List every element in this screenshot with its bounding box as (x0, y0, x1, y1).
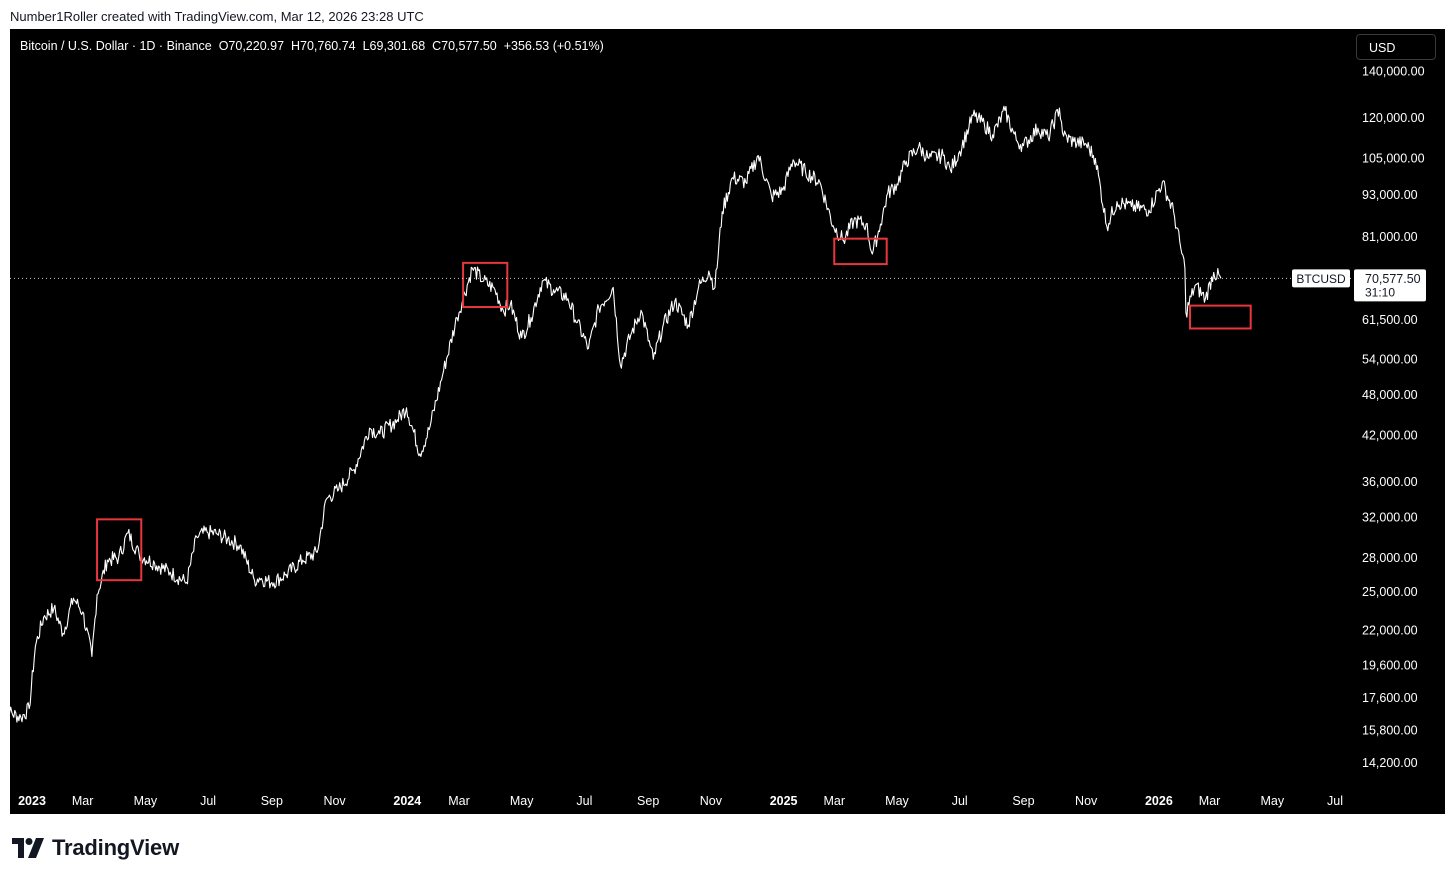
countdown-label: 31:10 (1365, 285, 1395, 299)
y-tick-label: 105,000.00 (1362, 151, 1425, 165)
x-tick-label: May (134, 794, 158, 808)
y-tick-label: 22,000.00 (1362, 624, 1418, 638)
x-tick-label: 2024 (393, 794, 421, 808)
x-tick-label: 2023 (18, 794, 46, 808)
x-tick-label: Nov (323, 794, 346, 808)
tradingview-logo[interactable]: TradingView (12, 833, 179, 863)
last-price-label: 70,577.50 (1365, 272, 1421, 286)
price-line (10, 105, 1222, 723)
x-tick-label: May (1260, 794, 1284, 808)
y-tick-label: 36,000.00 (1362, 475, 1418, 489)
highlight-box-1 (96, 518, 143, 582)
x-tick-label: Mar (824, 794, 846, 808)
x-tick-label: 2025 (770, 794, 798, 808)
y-tick-label: 48,000.00 (1362, 388, 1418, 402)
y-tick-label: 140,000.00 (1362, 64, 1425, 78)
y-tick-label: 93,000.00 (1362, 188, 1418, 202)
y-tick-label: 81,000.00 (1362, 230, 1418, 244)
x-tick-label: May (885, 794, 909, 808)
x-tick-label: Jul (576, 794, 592, 808)
x-tick-label: Sep (261, 794, 283, 808)
highlight-box-3 (833, 237, 888, 266)
currency-selector[interactable]: USD (1356, 34, 1436, 60)
y-tick-label: 14,200.00 (1362, 756, 1418, 770)
x-tick-label: May (510, 794, 534, 808)
y-tick-label: 28,000.00 (1362, 551, 1418, 565)
y-tick-label: 19,600.00 (1362, 659, 1418, 673)
y-tick-label: 17,600.00 (1362, 691, 1418, 705)
ohlc-change: +356.53 (+0.51%) (503, 39, 604, 53)
ohlc-close: C70,577.50 (432, 39, 497, 53)
symbol-title: Bitcoin / U.S. Dollar · 1D · Binance (20, 39, 212, 53)
x-tick-label: Nov (1075, 794, 1098, 808)
x-tick-label: 2026 (1145, 794, 1173, 808)
y-tick-label: 15,800.00 (1362, 724, 1418, 738)
y-tick-label: 32,000.00 (1362, 510, 1418, 524)
ohlc-high: H70,760.74 (291, 39, 356, 53)
x-tick-label: Jul (952, 794, 968, 808)
x-tick-label: Mar (72, 794, 94, 808)
y-tick-label: 42,000.00 (1362, 428, 1418, 442)
chart-attribution: Number1Roller created with TradingView.c… (10, 9, 424, 24)
highlight-box-4 (1189, 304, 1252, 330)
x-tick-label: Jul (200, 794, 216, 808)
x-tick-label: Sep (1012, 794, 1034, 808)
x-tick-label: Sep (637, 794, 659, 808)
last-price-bg (1354, 269, 1426, 302)
ohlc-low: L69,301.68 (362, 39, 426, 53)
x-tick-label: Jul (1327, 794, 1343, 808)
ohlc-open: O70,220.97 (218, 39, 285, 53)
x-tick-label: Mar (448, 794, 470, 808)
symbol-tag: BTCUSD (1296, 272, 1346, 286)
tradingview-logo-icon (12, 838, 44, 858)
y-tick-label: 120,000.00 (1362, 111, 1425, 125)
y-tick-label: 54,000.00 (1362, 352, 1418, 366)
y-tick-label: 61,500.00 (1362, 313, 1418, 327)
symbol-tag-bg (1292, 269, 1350, 288)
y-tick-label: 25,000.00 (1362, 585, 1418, 599)
brand-name: TradingView (52, 835, 179, 860)
x-tick-label: Mar (1199, 794, 1221, 808)
price-chart[interactable]: 140,000.00 120,000.00 105,000.00 93,000.00 8… (10, 29, 1445, 814)
symbol-legend: Bitcoin / U.S. Dollar · 1D · Binance O70… (20, 39, 604, 53)
chart-panel[interactable]: 140,000.00 120,000.00 105,000.00 93,000.00 8… (10, 29, 1445, 814)
x-tick-label: Nov (700, 794, 723, 808)
highlight-box-2 (462, 261, 509, 309)
